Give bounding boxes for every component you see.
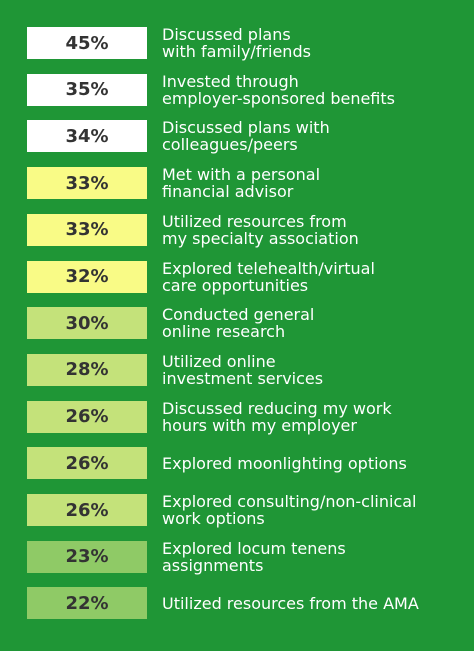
row-label-line: financial advisor [162,182,294,202]
row-label-line: Discussed plans [162,25,291,44]
percent-badge: 45% [27,27,147,59]
percent-badge: 26% [27,400,147,433]
row-label-line: Invested through [162,71,299,91]
percent-badge: 28% [27,353,147,386]
row-label-line: Utilized online [162,351,276,371]
row-label-line: assignments [162,555,264,575]
chart-row: 22% Utilized resources from the AMA [0,580,474,626]
chart-row: 30% Conducted general online research [0,300,474,346]
row-label: Explored moonlighting options [162,440,470,486]
row-label: Utilized resources from the AMA [162,580,470,626]
row-label-line: Met with a personal [162,165,321,185]
percent-badge: 33% [27,213,147,246]
row-label-line: Explored locum tenens [162,538,346,558]
percent-badge: 35% [27,73,147,106]
row-label: Discussed reducing my work hours with my … [162,394,470,440]
row-label-line: Explored telehealth/virtual [162,258,375,278]
row-label-line: online research [162,322,286,342]
row-label-line: work options [162,509,265,528]
chart-row: 35% Invested through employer-sponsored be… [0,67,474,113]
chart-row: 26% Explored consulting/non-clinical work … [0,487,474,533]
chart-row: 26% Explored moonlighting options [0,440,474,486]
row-label-line: my specialty association [162,228,359,248]
row-label: Discussed plans with colleagues/peers [162,113,470,159]
percent-badge: 26% [27,494,147,526]
row-label: Utilized resources from my specialty asso… [162,207,470,253]
row-label-line: colleagues/peers [162,135,298,155]
chart-row: 45% Discussed plans with family/friends [0,20,474,66]
row-label: Discussed plans with family/friends [162,20,470,66]
row-label-line: Discussed plans with [162,118,330,138]
row-label-line: Utilized resources from [162,211,347,231]
row-label-line: employer-sponsored benefits [162,88,395,108]
row-label: Explored consulting/non-clinical work opt… [162,487,470,533]
row-label-line: care opportunities [162,275,309,295]
chart-row: 34% Discussed plans with colleagues/peers [0,113,474,159]
percent-badge: 23% [27,540,147,573]
row-label-line: Conducted general [162,305,315,325]
row-label: Utilized online investment services [162,347,470,393]
row-label: Explored telehealth/virtual care opportun… [162,254,470,300]
percent-badge: 34% [27,120,147,153]
percent-badge: 22% [27,587,147,620]
row-label-line: Explored moonlighting options [162,453,407,473]
chart-row: 28% Utilized online investment services [0,347,474,393]
percent-badge: 32% [27,260,147,293]
percent-badge: 30% [27,307,147,340]
percent-badge: 33% [27,167,147,200]
row-label-line: hours with my employer [162,415,357,435]
row-label: Met with a personal financial advisor [162,160,470,206]
row-label-line: Discussed reducing my work [162,398,392,418]
chart-row: 26% Discussed reducing my work hours with … [0,394,474,440]
chart-row: 33% Utilized resources from my specialty a… [0,207,474,253]
row-label: Explored locum tenens assignments [162,534,470,580]
row-label-line: Explored consulting/non-clinical [162,492,417,511]
row-label-line: Utilized resources from the AMA [162,593,419,613]
chart-row: 23% Explored locum tenens assignments [0,534,474,580]
row-label-line: investment services [162,368,324,388]
chart-row: 33% Met with a personal financial advisor [0,160,474,206]
row-label-line: with family/friends [162,42,311,61]
row-label: Invested through employer-sponsored benef… [162,67,470,113]
row-label: Conducted general online research [162,300,470,346]
chart-row: 32% Explored telehealth/virtual care oppor… [0,254,474,300]
percent-badge: 26% [27,447,147,480]
